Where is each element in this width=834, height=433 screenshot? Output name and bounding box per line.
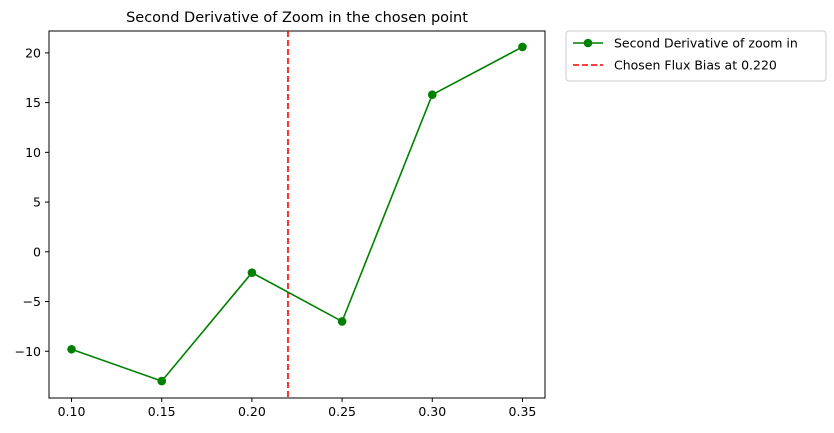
data-point <box>247 268 257 277</box>
data-series <box>67 42 527 386</box>
data-point <box>157 376 167 386</box>
legend-label: Chosen Flux Bias at 0.220 <box>614 58 777 73</box>
legend: Second Derivative of zoom in Chosen Flux … <box>565 30 827 82</box>
legend-marker-swatch <box>583 38 593 48</box>
y-tick-label: 15 <box>25 95 41 110</box>
plot-frame <box>48 30 546 399</box>
data-point <box>67 344 76 354</box>
y-tick-label: 20 <box>25 45 41 60</box>
x-tick-label: 0.30 <box>418 404 446 419</box>
legend-label: Second Derivative of zoom in <box>614 36 798 51</box>
x-tick-label: 0.10 <box>58 404 86 419</box>
plot-axes: 0.10 0.15 0.20 0.25 0.30 0.35 −10 −5 0 5 10 15 20 <box>15 30 546 419</box>
data-point <box>427 90 437 99</box>
y-tick-label: 5 <box>33 195 41 210</box>
x-axis-ticks: 0.10 0.15 0.20 0.25 0.30 0.35 <box>58 398 537 419</box>
legend-entries: Second Derivative of zoom in Chosen Flux … <box>573 36 798 73</box>
y-tick-label: −5 <box>23 294 41 309</box>
series-line <box>71 46 523 383</box>
x-tick-label: 0.15 <box>148 404 176 419</box>
y-tick-label: 10 <box>25 145 41 160</box>
y-axis-ticks: −10 −5 0 5 10 15 20 <box>15 45 49 359</box>
x-tick-label: 0.35 <box>509 404 537 419</box>
x-tick-label: 0.25 <box>328 404 356 419</box>
y-tick-label: −10 <box>15 344 41 359</box>
chart-title: Second Derivative of Zoom in the chosen … <box>126 10 468 26</box>
y-tick-label: 0 <box>33 244 41 259</box>
legend-box <box>565 30 827 82</box>
data-point <box>337 317 347 326</box>
x-tick-label: 0.20 <box>238 404 266 419</box>
data-point <box>518 42 527 52</box>
